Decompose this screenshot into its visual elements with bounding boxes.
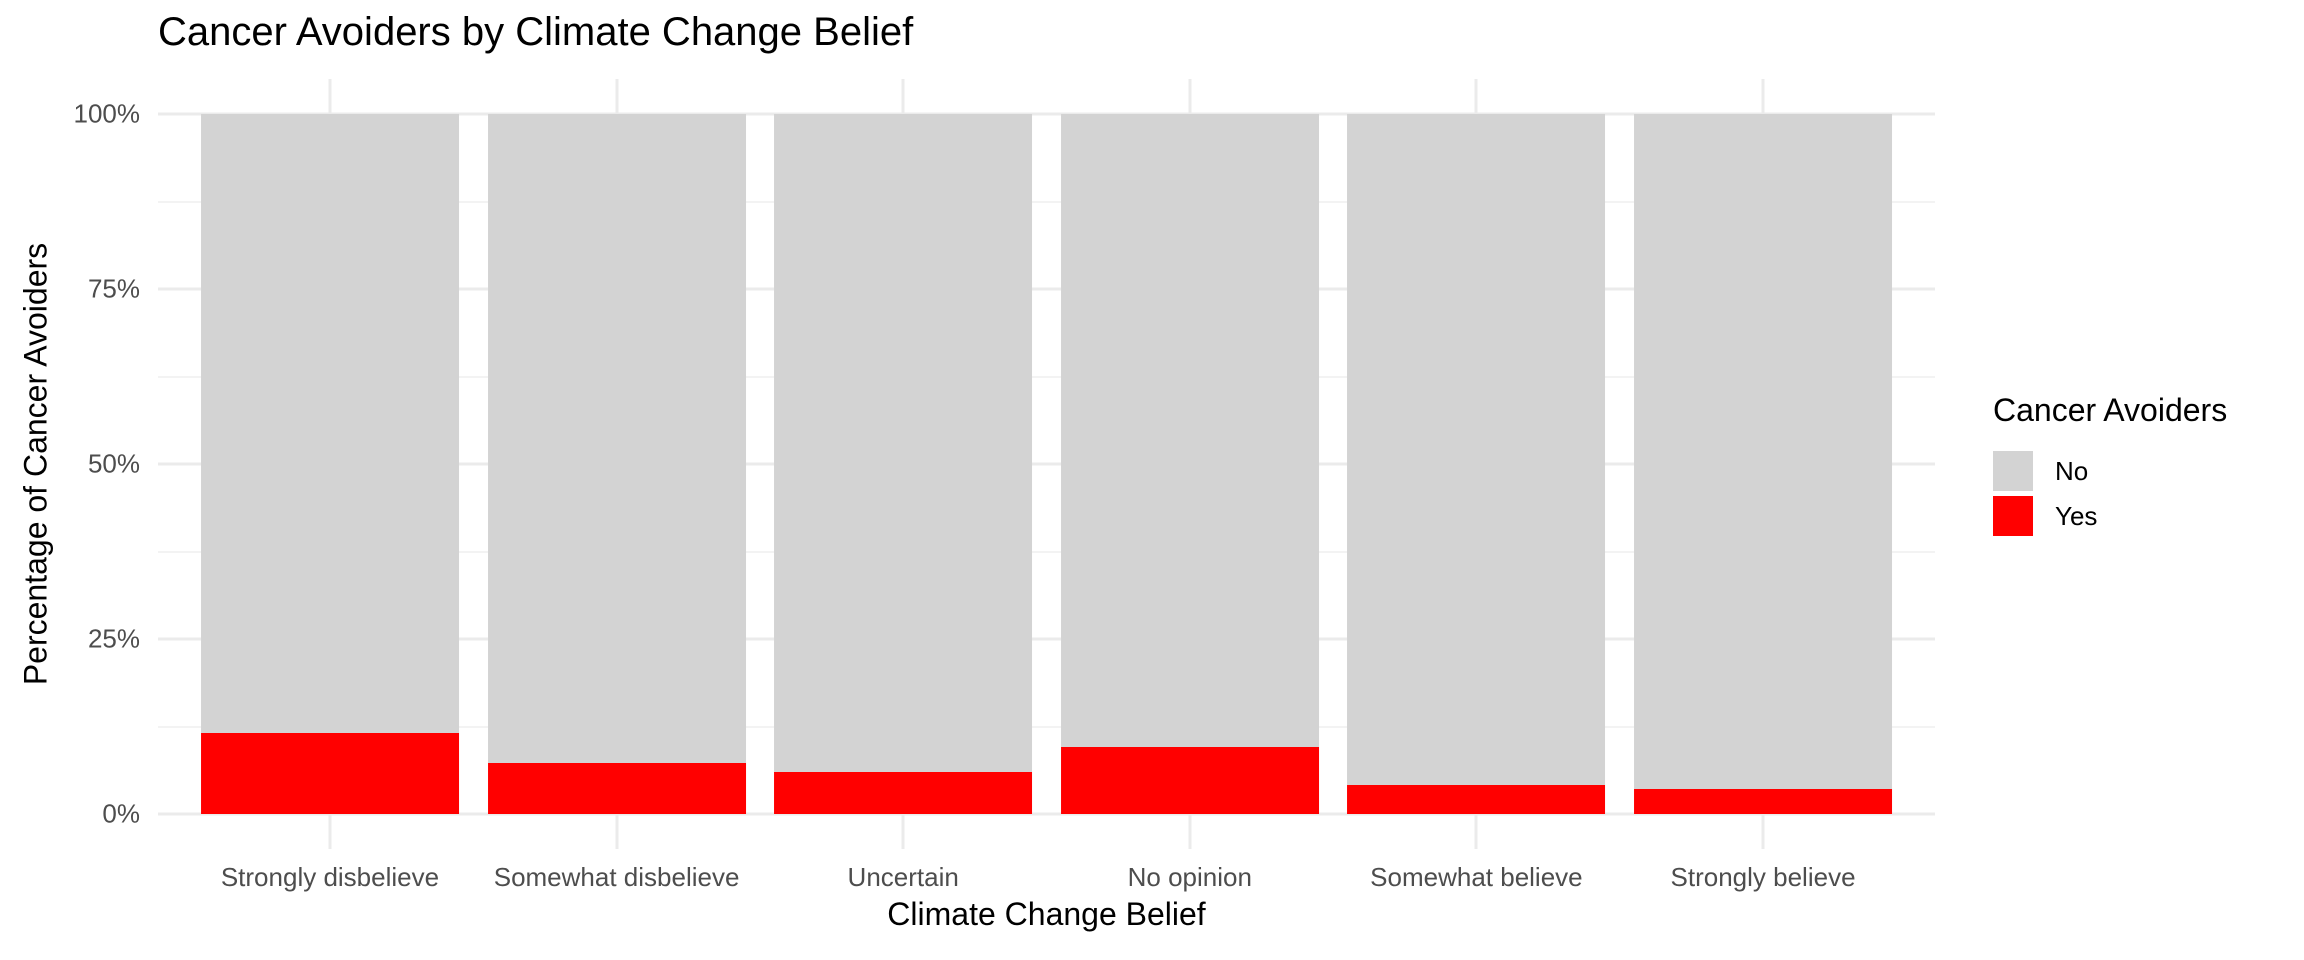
- bar-segment-yes: [487, 762, 746, 814]
- legend-label: Yes: [2055, 500, 2098, 531]
- bar-segment-yes: [1060, 747, 1319, 814]
- legend-title: Cancer Avoiders: [1993, 392, 2228, 428]
- x-axis-tick-labels: Strongly disbelieve Somewhat disbelieve Un…: [158, 860, 1935, 896]
- gridline-major: [158, 462, 1935, 466]
- bar-segment-yes: [200, 733, 459, 814]
- legend-entry-yes: Yes: [1993, 496, 2227, 536]
- bar-segment-no: [200, 114, 459, 734]
- plot-panel: [158, 79, 1935, 849]
- gridline-minor: [158, 725, 1935, 728]
- x-tick-label: Somewhat believe: [1370, 862, 1583, 892]
- y-tick-label: 0%: [102, 798, 140, 829]
- y-axis-tick-labels: 0% 25% 50% 75% 100%: [0, 79, 141, 849]
- gridline-major: [158, 637, 1935, 641]
- y-tick-label: 25%: [87, 623, 140, 654]
- gridline-minor: [158, 375, 1935, 378]
- gridline-minor: [158, 550, 1935, 553]
- y-tick-label: 75%: [87, 273, 140, 304]
- bar-somewhat-disbelieve: [487, 114, 746, 814]
- x-tick-label: Strongly disbelieve: [220, 862, 440, 892]
- bar-segment-no: [1347, 114, 1606, 785]
- y-tick-label: 50%: [87, 448, 140, 479]
- legend-entry-no: No: [1993, 451, 2227, 491]
- x-tick-label: Strongly believe: [1670, 862, 1856, 892]
- bar-segment-no: [1634, 114, 1892, 790]
- gridline-minor: [158, 200, 1935, 203]
- bar-somewhat-believe: [1347, 114, 1606, 814]
- bar-segment-no: [1060, 114, 1319, 748]
- gridline-major: [158, 112, 1935, 116]
- x-axis-title: Climate Change Belief: [887, 896, 1206, 932]
- bar-segment-yes: [1634, 789, 1892, 814]
- bar-segment-yes: [774, 771, 1033, 814]
- x-tick-label: Somewhat disbelieve: [493, 862, 740, 892]
- gridline-major: [158, 812, 1935, 816]
- bar-segment-no: [487, 114, 746, 763]
- bar-uncertain: [774, 114, 1033, 814]
- y-tick-label: 100%: [73, 98, 141, 129]
- legend-label: No: [2055, 455, 2089, 486]
- bar-no-opinion: [1060, 114, 1319, 814]
- legend-swatch-yes: [1993, 496, 2033, 536]
- legend: Cancer Avoiders No Yes: [1993, 392, 2227, 541]
- gridline-major: [158, 287, 1935, 291]
- chart-title: Cancer Avoiders by Climate Change Belief: [158, 10, 914, 54]
- bar-segment-no: [774, 114, 1033, 772]
- legend-entries: No Yes: [1993, 451, 2227, 536]
- x-tick-label: Uncertain: [847, 862, 959, 892]
- x-tick-label: No opinion: [1127, 862, 1252, 892]
- bar-strongly-believe: [1634, 114, 1892, 814]
- bar-segment-yes: [1347, 784, 1606, 814]
- bar-strongly-disbelieve: [200, 114, 459, 814]
- legend-swatch-no: [1993, 451, 2033, 491]
